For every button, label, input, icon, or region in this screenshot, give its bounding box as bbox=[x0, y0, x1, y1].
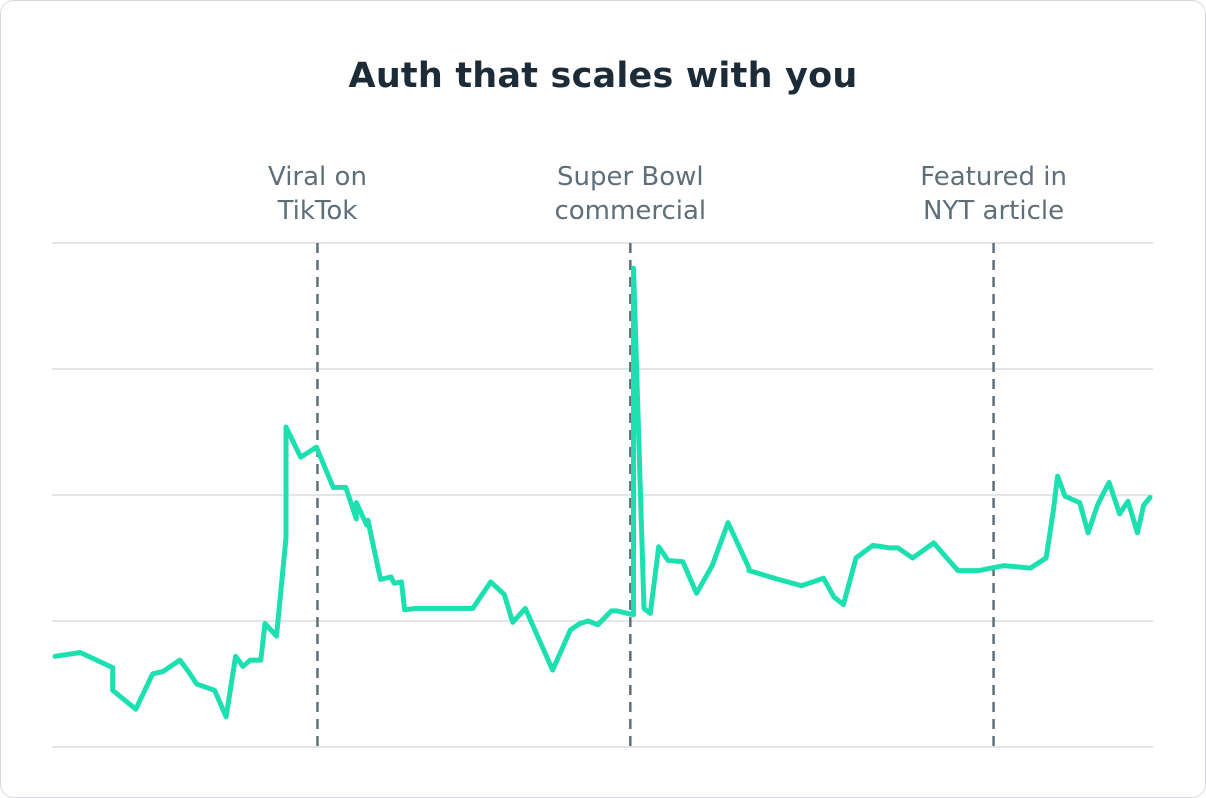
chart-title: Auth that scales with you bbox=[348, 56, 858, 96]
series bbox=[52, 265, 1153, 720]
gridlines bbox=[52, 242, 1153, 748]
annotation-label-2-line1: Featured in bbox=[920, 162, 1067, 192]
annotation-label-2-line2: NYT article bbox=[923, 196, 1064, 226]
annotations: Viral on TikTok Super Bowl commercial Featur… bbox=[268, 162, 1067, 747]
annotation-label-0-line1: Viral on bbox=[268, 162, 367, 192]
series-line bbox=[52, 265, 1153, 720]
annotation-label-1-line1: Super Bowl bbox=[557, 162, 704, 192]
annotation-label-0-line2: TikTok bbox=[277, 196, 358, 226]
annotation-label-1-line2: commercial bbox=[554, 196, 706, 226]
